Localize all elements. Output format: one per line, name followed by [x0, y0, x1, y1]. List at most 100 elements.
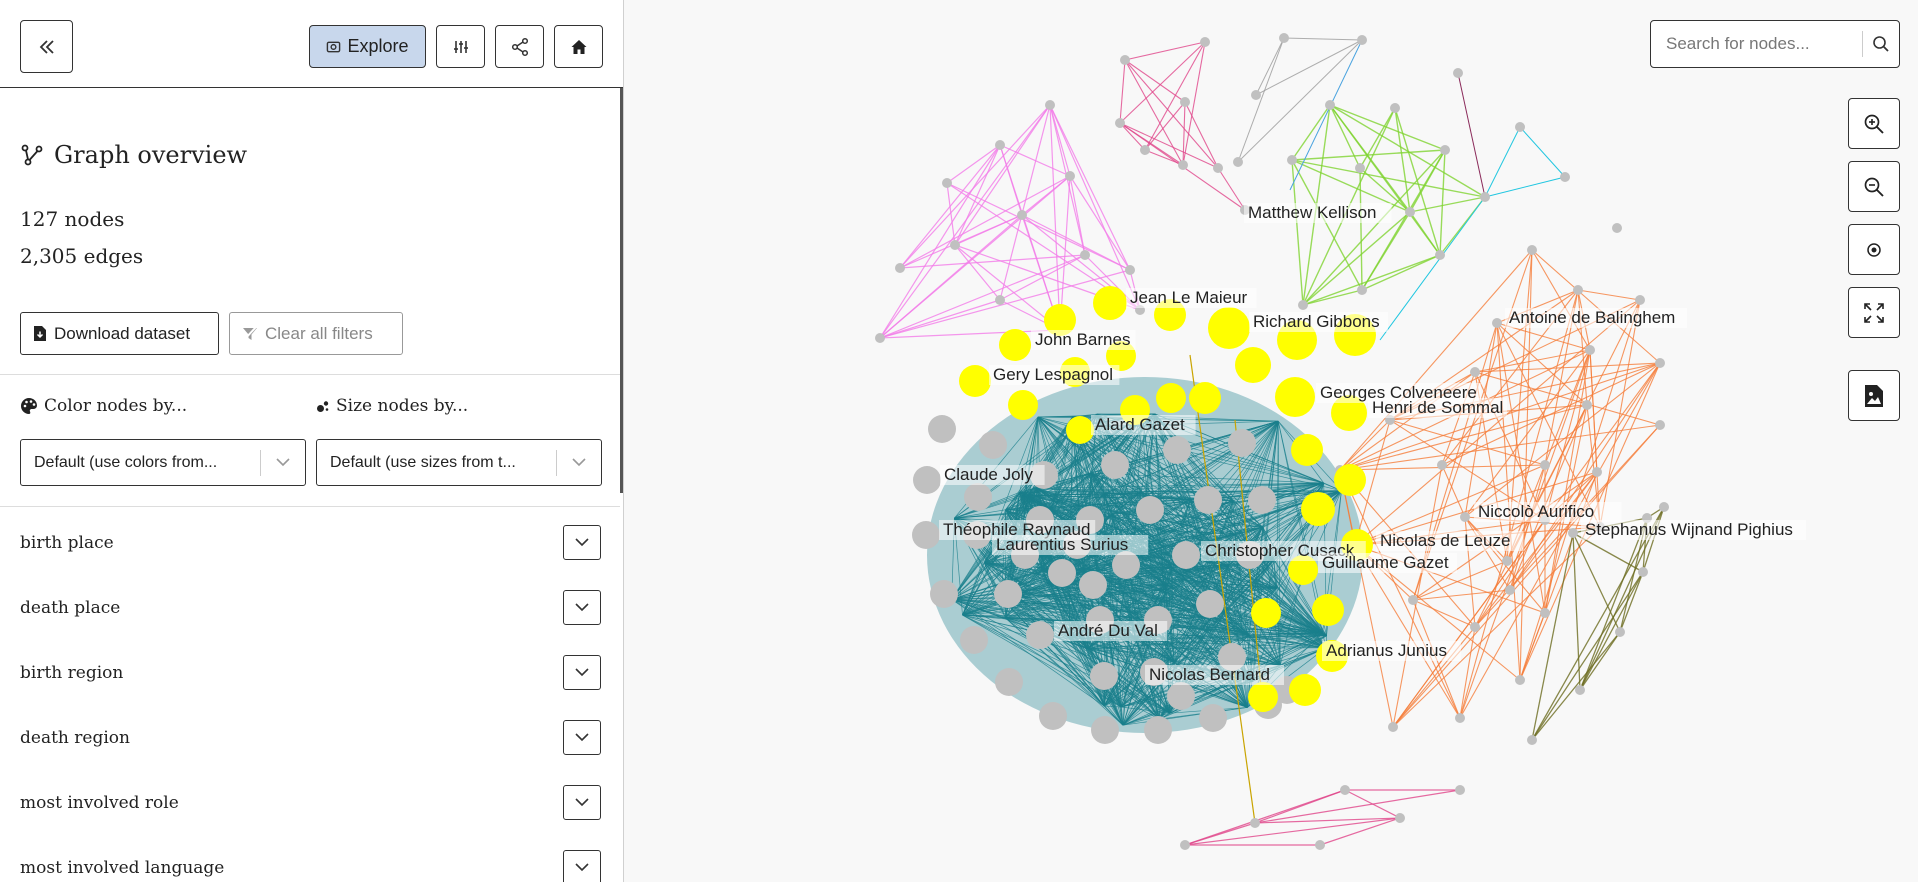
- clear-all-filters-button[interactable]: Clear all filters: [229, 312, 403, 355]
- graph-node-highlighted: [1208, 307, 1250, 349]
- graph-edge: [954, 144, 1001, 246]
- graph-edge: [1457, 72, 1486, 198]
- share-button[interactable]: [495, 25, 544, 68]
- home-button[interactable]: [554, 25, 603, 68]
- search-input[interactable]: [1664, 33, 1862, 55]
- zoom-in-button[interactable]: [1848, 98, 1900, 149]
- size-nodes-select[interactable]: Default (use sizes from t...: [316, 439, 602, 486]
- graph-edge: [1392, 526, 1601, 728]
- graph-edge: [951, 599, 1122, 708]
- graph-edge: [1122, 567, 1173, 726]
- graph-edge: [879, 144, 1001, 339]
- expand-facet-button[interactable]: [563, 525, 601, 560]
- chevron-down-icon: [575, 603, 589, 612]
- graph-canvas[interactable]: Matthew Kellison Jean Le Maieur Richard Gi…: [624, 0, 1918, 882]
- color-nodes-select[interactable]: Default (use colors from...: [20, 439, 306, 486]
- graph-node: [1492, 318, 1502, 328]
- file-download-icon: [34, 326, 46, 341]
- node-label: Jean Le Maieur: [1130, 288, 1248, 307]
- graph-edge: [1354, 299, 1641, 546]
- graph-edge: [951, 414, 1143, 600]
- export-image-button[interactable]: [1848, 370, 1900, 421]
- graph-edge: [1519, 612, 1546, 681]
- graph-node-highlighted: [1235, 347, 1271, 383]
- graph-node: [1655, 420, 1665, 430]
- graph-node: [994, 580, 1022, 608]
- graph-edge: [1184, 817, 1401, 846]
- expand-facet-button[interactable]: [563, 720, 601, 755]
- graph-edge: [1439, 149, 1446, 256]
- graph-node: [1298, 300, 1308, 310]
- settings-button[interactable]: [436, 25, 485, 68]
- graph-node: [1357, 285, 1367, 295]
- zoom-out-button[interactable]: [1848, 161, 1900, 212]
- graph-node: [1540, 460, 1550, 470]
- graph-node-highlighted: [1275, 377, 1315, 417]
- graph-node: [1101, 451, 1129, 479]
- graph-edge: [1531, 631, 1621, 741]
- node-label: Henri de Sommal: [1372, 398, 1503, 417]
- expand-facet-button[interactable]: [563, 785, 601, 820]
- expand-facet-button[interactable]: [563, 590, 601, 625]
- download-dataset-button[interactable]: Download dataset: [20, 312, 219, 355]
- graph-edge: [1392, 519, 1546, 728]
- center-view-button[interactable]: [1848, 224, 1900, 275]
- graph-node: [1405, 207, 1415, 217]
- graph-node: [1120, 55, 1130, 65]
- network-graph[interactable]: Matthew Kellison Jean Le Maieur Richard Gi…: [624, 0, 1918, 882]
- graph-edge: [1392, 464, 1443, 728]
- graph-node: [1167, 682, 1195, 710]
- node-label-background: [1091, 415, 1196, 435]
- collapse-sidebar-button[interactable]: [20, 20, 73, 73]
- graph-node: [1455, 785, 1465, 795]
- graph-edge: [1302, 149, 1446, 306]
- graph-edge: [1474, 362, 1661, 373]
- graph-node: [1200, 37, 1210, 47]
- graph-edge: [1579, 517, 1648, 691]
- graph-edge: [962, 614, 1122, 708]
- graph-edge: [1339, 404, 1588, 471]
- graph-edge: [946, 182, 1131, 271]
- graph-node: [1440, 145, 1450, 155]
- fullscreen-button[interactable]: [1848, 287, 1900, 338]
- graph-node: [1573, 285, 1583, 295]
- search-icon[interactable]: [1863, 35, 1899, 53]
- graph-edge: [1004, 414, 1143, 602]
- graph-edge: [1359, 107, 1396, 169]
- graph-edge: [899, 104, 1051, 269]
- graph-edge: [1474, 371, 1661, 426]
- graph-edge: [1496, 322, 1521, 681]
- expand-facet-button[interactable]: [563, 655, 601, 690]
- graph-edge: [879, 254, 1086, 339]
- graph-node: [1017, 210, 1027, 220]
- graph-edge: [962, 614, 1248, 708]
- graph-node: [1460, 512, 1470, 522]
- graph-node: [1638, 567, 1648, 577]
- size-nodes-select-value: Default (use sizes from t...: [330, 453, 516, 471]
- graph-edge: [1021, 214, 1131, 271]
- node-search-box[interactable]: [1650, 20, 1900, 68]
- share-icon: [511, 37, 528, 56]
- node-label-background: [940, 465, 1045, 485]
- graph-node: [1527, 245, 1537, 255]
- expand-arrows-icon: [1864, 302, 1884, 323]
- graph-edge: [1291, 104, 1331, 161]
- graph-edge: [1087, 648, 1281, 666]
- graph-node: [1125, 265, 1135, 275]
- explore-button[interactable]: Explore: [309, 25, 426, 68]
- graph-edge: [1531, 506, 1665, 741]
- graph-node: [1136, 496, 1164, 524]
- graph-edge: [879, 269, 1131, 339]
- graph-edge: [1087, 632, 1323, 649]
- graph-node-highlighted: [1331, 395, 1367, 431]
- expand-facet-button[interactable]: [563, 850, 601, 882]
- graph-edge: [1122, 712, 1170, 726]
- sidebar-scrollbar[interactable]: [620, 88, 623, 493]
- graph-edge: [1135, 639, 1281, 666]
- graph-node: [1079, 571, 1107, 599]
- file-image-icon: [1865, 384, 1883, 407]
- graph-node: [1045, 100, 1055, 110]
- graph-edge: [1165, 565, 1229, 585]
- graph-node: [1026, 621, 1054, 649]
- graph-edge: [1124, 41, 1206, 61]
